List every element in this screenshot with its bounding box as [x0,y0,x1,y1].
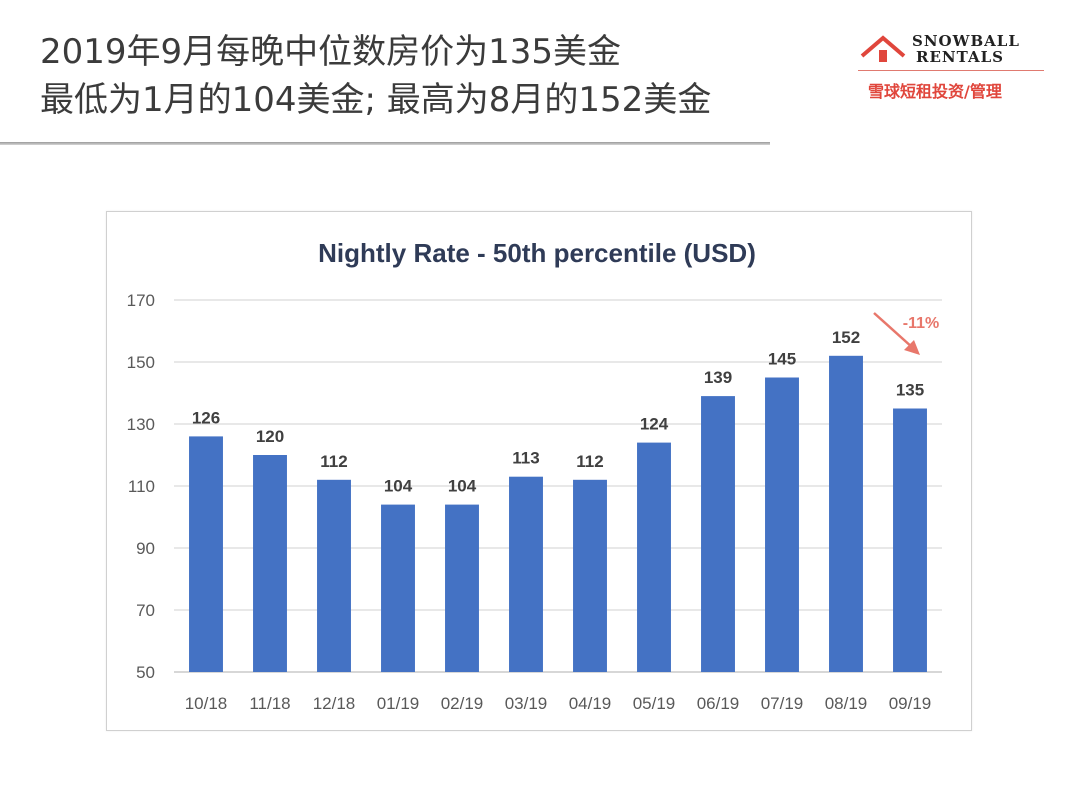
bar-02-19 [445,504,479,672]
gridlines [174,299,942,673]
data-labels: 126 120 112 104 104 113 112 124 139 145 152 135 [192,328,924,496]
x-tick-label: 12/18 [313,694,356,713]
title-divider [0,142,770,145]
chart-frame [106,211,972,731]
data-label: 126 [192,408,220,427]
house-roof-icon [860,35,906,62]
data-label: 145 [768,350,796,369]
x-tick-label: 03/19 [505,694,548,713]
bar-10-18 [189,436,223,672]
data-label: 112 [576,452,603,471]
data-label: 135 [896,381,924,400]
bar-09-19 [893,408,927,672]
x-tick-label: 02/19 [441,694,484,713]
data-label: 152 [832,328,860,347]
x-tick-label: 05/19 [633,694,676,713]
y-tick-label: 70 [136,601,155,620]
chart-title: Nightly Rate - 50th percentile (USD) [318,238,756,268]
x-tick-label: 04/19 [569,694,612,713]
change-percent-label: -11% [903,315,939,332]
y-tick-label: 150 [127,353,155,372]
bar-08-19 [829,355,863,672]
y-tick-label: 50 [136,663,155,682]
logo-divider [858,70,1044,71]
brand-logo: SNOWBALL RENTALS 雪球短租投资/管理 [858,30,1048,101]
x-tick-label: 01/19 [377,694,420,713]
data-label: 113 [512,449,539,468]
data-label: 104 [384,477,413,496]
data-label: 139 [704,368,732,387]
x-tick-label: 11/18 [249,694,290,713]
brand-name-line-2: RENTALS [916,48,1004,66]
bar-series [189,355,927,672]
x-tick-label: 06/19 [697,694,740,713]
y-tick-label: 130 [127,415,155,434]
x-tick-label: 09/19 [889,694,932,713]
arrow-down-right-icon [873,312,914,349]
brand-name-line-1: SNOWBALL [912,32,1020,50]
headline-line-2: 最低为1月的104美金; 最高为8月的152美金 [40,80,712,120]
bar-04-19 [573,479,607,672]
x-tick-label: 10/18 [185,694,228,713]
bar-01-19 [381,504,415,672]
y-tick-label: 110 [128,477,155,496]
brand-tagline: 雪球短租投资/管理 [868,82,1002,101]
data-label: 112 [320,452,347,471]
y-axis-tick-labels: 50 70 90 110 130 150 170 [127,291,155,682]
data-label: 120 [256,427,284,446]
arrow-head [904,340,920,355]
x-tick-label: 08/19 [825,694,868,713]
bar-05-19 [637,442,671,672]
change-annotation: -11% [873,312,939,355]
data-label: 104 [448,477,477,496]
bar-12-18 [317,479,351,672]
bar-03-19 [509,476,543,672]
x-tick-label: 07/19 [761,694,804,713]
bar-06-19 [701,396,735,672]
headline-line-1: 2019年9月每晚中位数房价为135美金 [40,32,622,72]
bar-07-19 [765,377,799,672]
x-axis-tick-labels: 10/18 11/18 12/18 01/19 02/19 03/19 04/19 05/19… [185,694,932,713]
data-label: 124 [640,415,669,434]
y-tick-label: 90 [136,539,155,558]
y-tick-label: 170 [127,291,155,310]
bar-11-18 [253,455,287,672]
